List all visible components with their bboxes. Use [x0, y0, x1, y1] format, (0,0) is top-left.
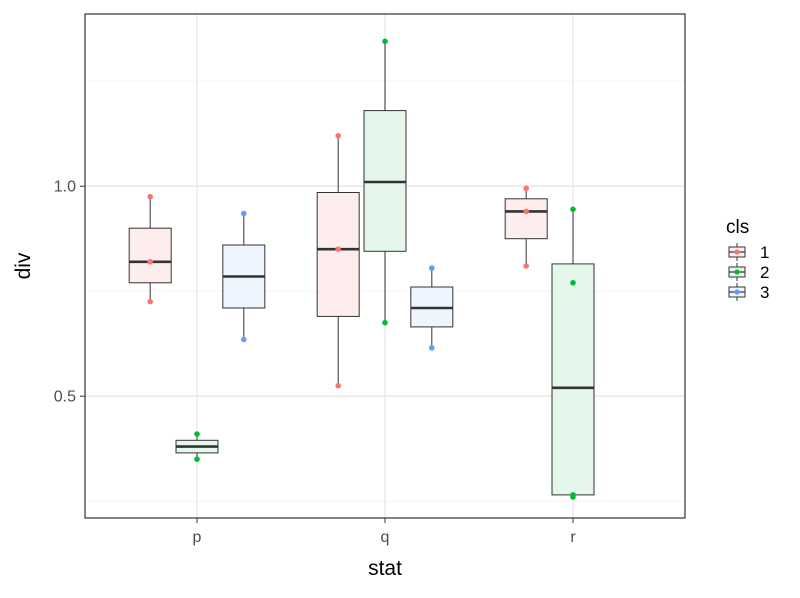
box-body	[128, 227, 172, 284]
data-point	[570, 206, 576, 213]
x-tick-label: q	[381, 529, 390, 546]
box-cls2-p	[175, 434, 219, 460]
data-point	[523, 208, 529, 215]
data-point	[523, 185, 529, 192]
box-body	[551, 263, 595, 496]
legend-label-3: 3	[760, 283, 769, 302]
y-axis-title: div	[12, 252, 35, 279]
y-tick-label: 1.0	[54, 179, 76, 196]
legend-key-point	[734, 289, 740, 295]
data-point	[335, 246, 341, 252]
legend-key-1	[728, 243, 746, 261]
legend-label-2: 2	[760, 263, 769, 282]
y-tick-label: 0.5	[54, 389, 76, 406]
legend: cls 123	[726, 217, 769, 302]
data-point	[147, 298, 153, 305]
legend-label-1: 1	[760, 243, 769, 262]
box-cls1-q	[316, 135, 360, 386]
data-point	[147, 259, 153, 265]
data-point	[382, 38, 388, 45]
x-tick-label: p	[193, 529, 202, 546]
legend-key-point	[734, 249, 740, 255]
legend-title: cls	[726, 217, 749, 238]
y-axis: 0.5 1.0	[54, 179, 85, 406]
legend-key-2	[728, 263, 746, 281]
data-point	[194, 456, 200, 463]
data-point	[335, 382, 341, 389]
box-cls2-q	[363, 41, 407, 323]
x-axis-title: stat	[368, 557, 402, 580]
x-tick-label: r	[570, 529, 576, 546]
data-point	[241, 336, 247, 343]
box-cls1-p	[128, 196, 172, 302]
x-axis: p q r	[193, 518, 576, 546]
box-cls2-r	[551, 209, 595, 500]
box-layer	[128, 41, 595, 500]
box-body	[504, 198, 548, 240]
data-point	[429, 345, 435, 351]
data-point	[523, 263, 529, 269]
data-point	[194, 431, 200, 437]
data-point	[335, 133, 341, 139]
point-layer	[147, 38, 576, 500]
box-body	[316, 192, 360, 317]
legend-key-3	[728, 283, 746, 301]
box-cls3-q	[410, 268, 454, 348]
data-point	[570, 494, 576, 500]
data-point	[429, 265, 435, 271]
data-point	[570, 280, 576, 286]
data-point	[147, 193, 153, 200]
data-point	[382, 319, 388, 326]
box-cls3-p	[222, 213, 266, 340]
legend-key-point	[734, 269, 740, 275]
data-point	[241, 210, 247, 217]
